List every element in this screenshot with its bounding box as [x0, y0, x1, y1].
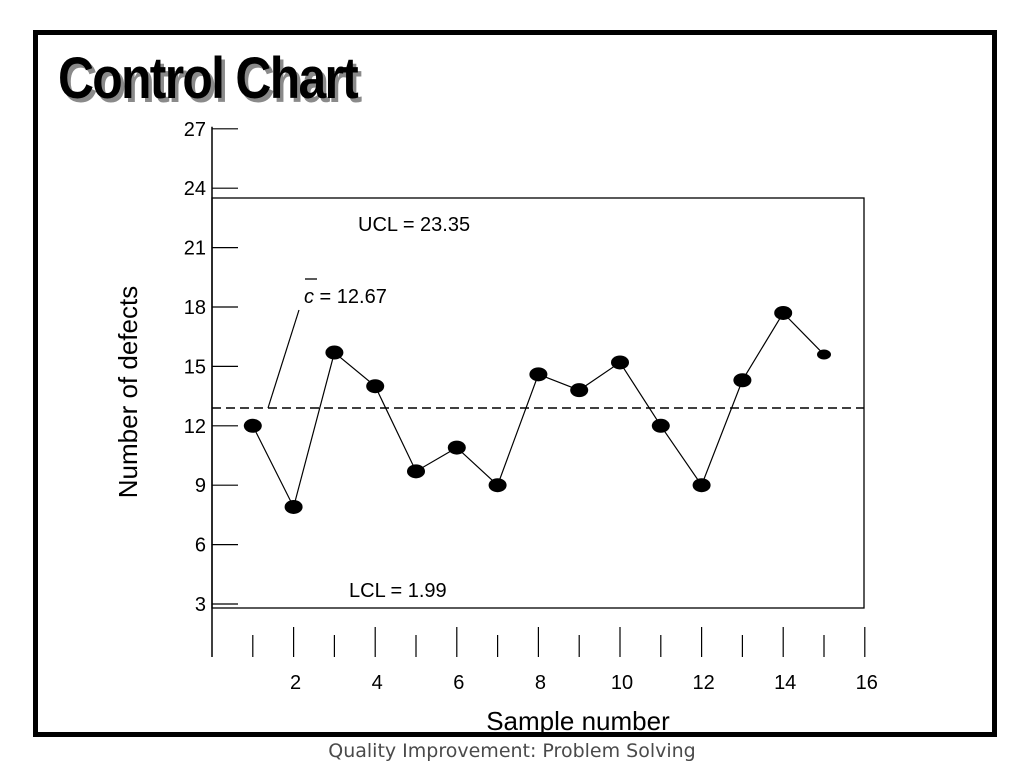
center-line-value: = 12.67 — [314, 286, 387, 308]
data-point-1 — [243, 418, 262, 433]
y-tick-label-27: 27 — [184, 119, 206, 141]
data-point-9 — [570, 383, 589, 398]
x-tick-label-14: 14 — [774, 672, 796, 694]
data-point-3 — [325, 345, 344, 360]
data-point-10 — [611, 355, 629, 370]
slide-frame — [33, 30, 997, 737]
center-line-symbol: c — [304, 286, 314, 308]
data-point-5 — [407, 464, 425, 479]
data-point-12 — [692, 478, 711, 493]
x-tick-label-12: 12 — [692, 672, 714, 694]
x-tick-label-16: 16 — [856, 672, 878, 694]
lcl-label: LCL = 1.99 — [349, 580, 447, 602]
y-tick-label-6: 6 — [195, 535, 206, 557]
center-line-leader — [267, 309, 300, 409]
y-tick-label-12: 12 — [184, 416, 206, 438]
x-tick-label-10: 10 — [611, 672, 633, 694]
data-point-13 — [733, 373, 752, 388]
x-tick-label-2: 2 — [290, 672, 301, 694]
control-limits-box — [211, 197, 865, 609]
y-axis-label: Number of defects — [113, 286, 143, 498]
x-tick-label-6: 6 — [453, 672, 464, 694]
y-tick-label-3: 3 — [195, 594, 206, 616]
y-tick-label-21: 21 — [184, 238, 206, 260]
y-tick-label-15: 15 — [184, 356, 206, 378]
data-point-6 — [447, 440, 466, 455]
ucl-label: UCL = 23.35 — [358, 214, 470, 236]
x-tick-label-8: 8 — [535, 672, 546, 694]
data-point-14 — [774, 305, 793, 320]
series-line — [252, 311, 825, 509]
slide-footer: Quality Improvement: Problem Solving — [328, 740, 696, 762]
slide-title: Control Chart — [58, 46, 359, 111]
center-line-label: c = 12.67 — [304, 286, 387, 308]
data-point-2 — [284, 499, 303, 514]
y-tick-label-9: 9 — [195, 475, 206, 497]
x-axis-label: Sample number — [486, 706, 670, 736]
data-point-15 — [817, 349, 831, 360]
data-point-11 — [651, 418, 670, 433]
data-point-8 — [529, 367, 548, 382]
y-tick-label-18: 18 — [184, 297, 206, 319]
y-tick-label-24: 24 — [184, 178, 206, 200]
data-point-4 — [366, 379, 385, 394]
x-tick-label-4: 4 — [372, 672, 383, 694]
data-point-7 — [488, 478, 507, 493]
control-limits: UCL = 23.35 LCL = 1.99 c = 12.67 — [211, 197, 865, 609]
defects-series — [243, 305, 831, 514]
